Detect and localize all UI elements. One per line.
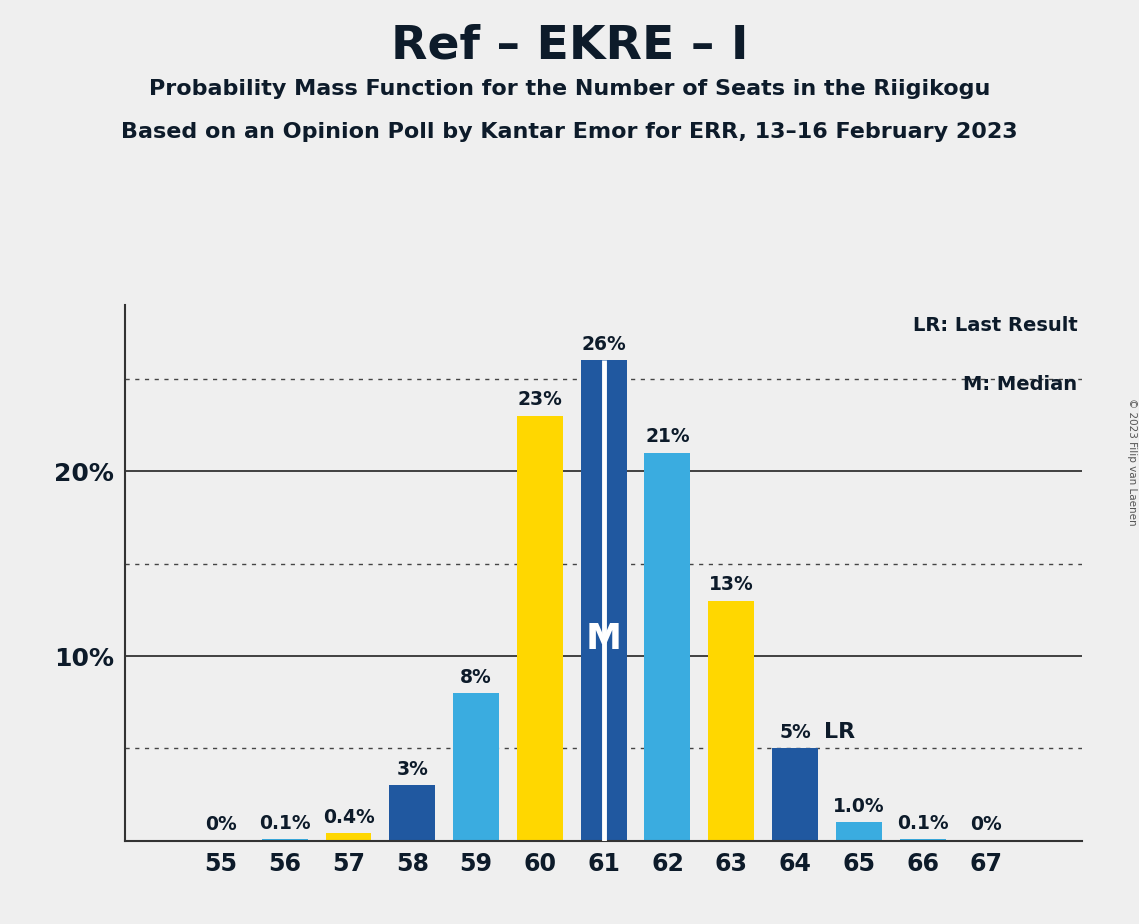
- Text: 23%: 23%: [517, 390, 563, 409]
- Text: 8%: 8%: [460, 667, 492, 687]
- Bar: [900, 839, 945, 841]
- Text: 0%: 0%: [205, 815, 237, 834]
- Text: M: M: [585, 622, 622, 656]
- Bar: [453, 693, 499, 841]
- Text: M: Median: M: Median: [964, 374, 1077, 394]
- Text: LR: LR: [823, 722, 855, 742]
- Bar: [262, 839, 308, 841]
- Text: Ref – EKRE – I: Ref – EKRE – I: [391, 23, 748, 68]
- Bar: [645, 453, 690, 841]
- Bar: [772, 748, 818, 841]
- Text: 0.1%: 0.1%: [896, 813, 949, 833]
- Bar: [708, 601, 754, 841]
- Text: 0.1%: 0.1%: [259, 813, 311, 833]
- Bar: [581, 360, 626, 841]
- Text: Based on an Opinion Poll by Kantar Emor for ERR, 13–16 February 2023: Based on an Opinion Poll by Kantar Emor …: [121, 122, 1018, 142]
- Bar: [836, 822, 882, 841]
- Text: Probability Mass Function for the Number of Seats in the Riigikogu: Probability Mass Function for the Number…: [149, 79, 990, 99]
- Bar: [517, 416, 563, 841]
- Text: © 2023 Filip van Laenen: © 2023 Filip van Laenen: [1128, 398, 1137, 526]
- Text: 0.4%: 0.4%: [322, 808, 375, 827]
- Text: 1.0%: 1.0%: [833, 796, 885, 816]
- Text: 5%: 5%: [779, 723, 811, 742]
- Bar: [326, 833, 371, 841]
- Text: 0%: 0%: [970, 815, 1002, 834]
- Text: 21%: 21%: [645, 427, 690, 446]
- Text: LR: Last Result: LR: Last Result: [912, 316, 1077, 334]
- Text: 26%: 26%: [581, 334, 626, 354]
- Text: 3%: 3%: [396, 760, 428, 779]
- Text: 13%: 13%: [708, 575, 754, 594]
- Bar: [390, 785, 435, 841]
